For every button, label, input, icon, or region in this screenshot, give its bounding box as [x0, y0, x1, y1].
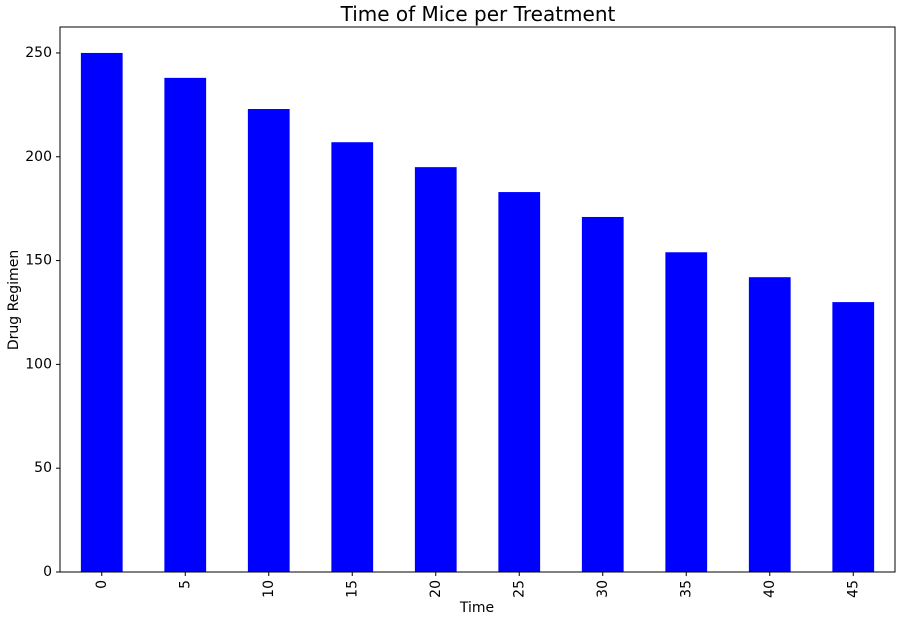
- x-tick-label: 10: [261, 580, 277, 598]
- bar-35: [665, 252, 708, 572]
- x-tick-label: 35: [678, 580, 694, 598]
- y-tick-label: 150: [25, 253, 52, 269]
- x-tick-label: 0: [94, 580, 110, 589]
- bar-40: [748, 277, 791, 572]
- x-tick-label: 5: [177, 580, 193, 589]
- chart-title: Time of Mice per Treatment: [340, 2, 616, 26]
- bar-5: [164, 77, 207, 573]
- bar-20: [414, 167, 457, 572]
- x-tick-label: 25: [511, 580, 527, 598]
- y-tick-label: 0: [43, 564, 52, 580]
- y-tick-label: 250: [25, 45, 52, 61]
- y-tick-label: 50: [34, 460, 52, 476]
- x-tick-label: 40: [762, 580, 778, 598]
- x-axis-label: Time: [459, 600, 494, 616]
- bar-15: [331, 142, 374, 573]
- bar-0: [80, 52, 123, 572]
- y-ticks-group: 0 50 100 150 200 250: [25, 45, 60, 580]
- y-tick-label: 200: [25, 149, 52, 165]
- x-tick-label: 45: [845, 580, 861, 598]
- plot-frame: [59, 26, 896, 573]
- bar-30: [581, 216, 624, 572]
- bar-10: [247, 109, 290, 572]
- x-tick-label: 30: [595, 580, 611, 598]
- bar-25: [498, 192, 541, 572]
- y-axis-label: Drug Regimen: [6, 250, 22, 350]
- x-tick-label: 20: [428, 580, 444, 598]
- x-ticks-group: 0 5 10 15 20 25 30 35 40 45: [94, 572, 861, 598]
- x-tick-label: 15: [344, 580, 360, 598]
- y-tick-label: 100: [25, 356, 52, 372]
- bar-45: [832, 302, 875, 572]
- bars-group: [80, 52, 875, 573]
